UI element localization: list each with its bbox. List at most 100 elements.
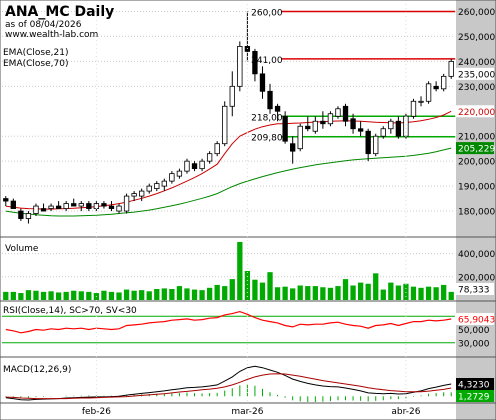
- rsi-tick-label: 30,000: [458, 339, 490, 349]
- volume-bar: [357, 282, 364, 300]
- volume-bar: [206, 287, 213, 300]
- volume-bar: [365, 283, 371, 300]
- volume-bar: [327, 287, 334, 300]
- volume-bar: [191, 289, 198, 300]
- symbol-title: ANA_MC Daily: [5, 4, 114, 20]
- candle-body: [297, 125, 303, 150]
- candle-body: [229, 85, 235, 107]
- volume-bar: [176, 286, 183, 300]
- candle-body: [410, 100, 417, 117]
- candle-body: [259, 73, 266, 92]
- ema21-price-tag: 220,000: [458, 108, 495, 118]
- volume-bar: [18, 293, 24, 300]
- volume-bar: [139, 290, 145, 300]
- volume-bar: [305, 286, 311, 300]
- volume-bar: [78, 291, 84, 300]
- ema21-line: [5, 110, 452, 210]
- macd-hist-last-tag-bg: [456, 390, 494, 402]
- candle-body: [25, 213, 32, 219]
- rsi-panel: 50,000 30,000 65,9043: [0, 310, 496, 358]
- price-tick-label: 190,000: [458, 183, 495, 193]
- candle-body: [123, 195, 130, 212]
- candle-body: [282, 115, 288, 142]
- volume-bar: [33, 290, 39, 300]
- volume-bar: [433, 287, 439, 300]
- candle-body: [448, 60, 454, 77]
- volume-bar: [410, 286, 417, 300]
- volume-bar: [169, 288, 175, 300]
- site-url: www.wealth-lab.com: [5, 30, 98, 40]
- candle-body: [357, 128, 364, 132]
- volume-bar: [25, 290, 32, 300]
- candle-body: [395, 120, 402, 137]
- candle-body: [40, 208, 47, 212]
- price-tick-label: 230,000: [458, 83, 495, 93]
- legend-ema21: EMA(Close,21): [3, 48, 68, 58]
- candle-body: [139, 190, 145, 197]
- volume-bar: [154, 288, 160, 300]
- volume-bar: [184, 288, 190, 300]
- volume-bar: [55, 292, 62, 300]
- ema70-price-tag-bg: [456, 142, 494, 155]
- volume-bar: [101, 290, 107, 300]
- candle-body: [327, 113, 334, 125]
- macd-hist-last-tag: 1,2729: [458, 393, 490, 403]
- volume-bar: [373, 273, 379, 300]
- volume-bar: [335, 286, 341, 300]
- candle-body: [342, 105, 349, 122]
- volume-bar: [403, 283, 409, 300]
- price-tick-label: 200,000: [458, 158, 495, 168]
- date-tick-label: mar-26: [231, 407, 263, 417]
- macd-title: MACD(12,26,9): [3, 365, 71, 375]
- candle-body: [146, 185, 152, 192]
- volume-bar: [123, 289, 130, 300]
- candle-body: [33, 205, 39, 214]
- candle-body: [403, 115, 409, 137]
- volume-bar: [146, 291, 152, 300]
- volume-bar: [214, 284, 220, 300]
- volume-bar: [290, 288, 296, 300]
- close-price-tag-bg: [456, 67, 494, 80]
- candle-body: [48, 205, 54, 209]
- candle-body: [169, 173, 175, 182]
- macd-panel: 4,3230 1,2729: [0, 365, 496, 404]
- volume-bar: [380, 289, 386, 300]
- candle-body: [3, 198, 9, 202]
- volume-bar: [244, 271, 251, 300]
- candle-body: [222, 105, 228, 145]
- candle-body: [71, 203, 77, 207]
- price-tick-label: 240,000: [458, 58, 495, 68]
- candle-body: [18, 210, 24, 219]
- candle-body: [214, 143, 220, 155]
- rsi-line: [5, 310, 452, 334]
- volume-bar: [388, 282, 394, 300]
- candle-body: [176, 170, 183, 177]
- macd-signal-line: [5, 373, 452, 400]
- volume-bar: [86, 291, 92, 300]
- candle-body: [206, 153, 213, 162]
- candle-body: [373, 135, 379, 155]
- candle-body: [101, 203, 107, 207]
- volume-bar: [441, 284, 447, 300]
- candle-body: [191, 163, 198, 170]
- candle-body: [335, 108, 341, 117]
- candle-body: [267, 90, 273, 110]
- volume-tick-label: 400,000: [458, 250, 495, 260]
- price-tick-label: 260,000: [458, 8, 495, 18]
- volume-bar: [116, 292, 122, 300]
- candle-body: [425, 83, 432, 102]
- volume-bar: [342, 279, 349, 300]
- level-label: 260,00: [251, 8, 283, 18]
- rsi-tick-label: 50,000: [458, 326, 490, 336]
- candle-body: [131, 193, 137, 197]
- volume-last-tag-bg: [456, 283, 494, 295]
- candle-body: [305, 125, 311, 130]
- level-label: 209,80: [251, 134, 283, 144]
- volume-bar: [199, 290, 205, 300]
- candle-body: [154, 183, 160, 190]
- date-axis: feb-26 mar-26 abr-26: [82, 4, 421, 417]
- ema70-price-tag: 205,229: [458, 145, 495, 155]
- volume-bar: [131, 290, 137, 300]
